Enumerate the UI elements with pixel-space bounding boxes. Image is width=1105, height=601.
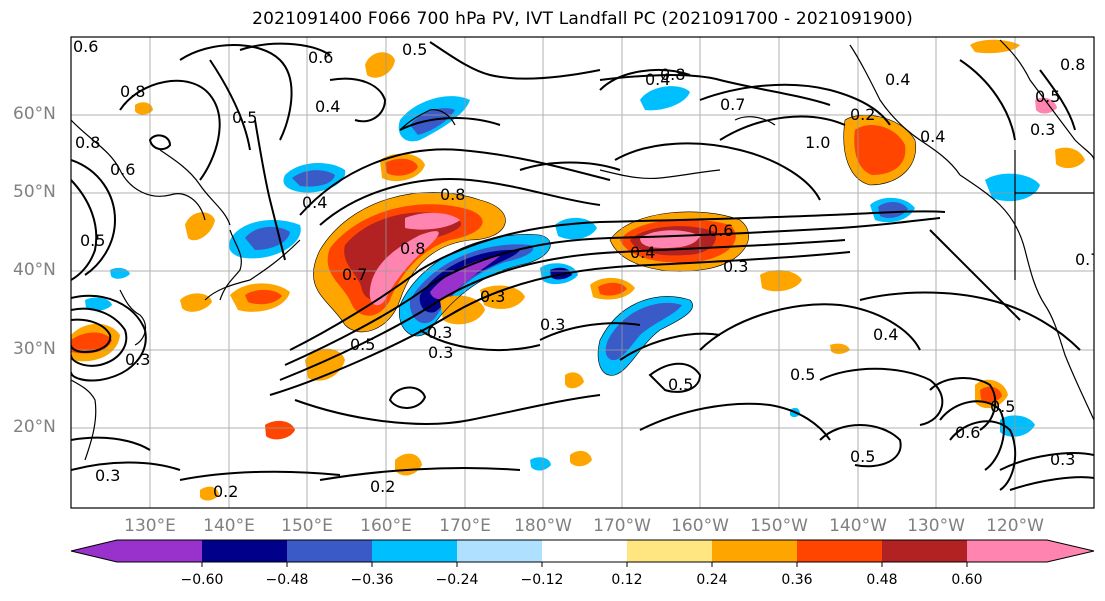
contour-label: 0.8 [75,133,100,152]
contour-label: 1.0 [805,133,830,152]
contour-label: 0.5 [402,40,427,59]
contour-label: 0.7 [342,265,367,284]
contour-label: 0.8 [400,239,425,258]
colorbar-tick-label: −0.24 [435,572,479,588]
colorbar-bin [457,540,542,562]
contour-labels: 0.6 0.5 0.8 0.4 0.5 0.8 0.6 0.4 0.5 0.8 … [73,37,1100,501]
contour-label: 0.6 [73,37,98,56]
contour-label: 0.5 [668,375,693,394]
colorbar-tick-label: 0.48 [866,572,898,588]
contour-label: 0.4 [302,193,327,212]
colorbar-bin [372,540,457,562]
contour-label: 0.8 [120,82,145,101]
map-frame [70,36,1095,509]
lat-label: 40°N [13,260,56,280]
colorbar-max-extend [1047,540,1094,562]
colorbar-tick-label: 0.60 [951,572,983,588]
lon-label: 170°W [593,516,651,536]
contour-label: 0.5 [790,365,815,384]
lat-label: 20°N [13,417,56,437]
contour-label: 0.8 [1060,55,1085,74]
colorbar-tick-label: 0.24 [696,572,728,588]
contour-label: 0.3 [723,257,748,276]
contour-label: 0.2 [370,477,395,496]
lat-label: 60°N [13,104,56,124]
colorbar-tick-label: 0.36 [781,572,813,588]
contour-label: 0.6 [308,48,333,67]
contour-label: 0.5 [80,231,105,250]
lon-label: 140°E [203,516,255,536]
contour-label: 0.5 [990,397,1015,416]
colorbar-bin [967,540,1047,562]
contour-label: 0.5 [850,447,875,466]
lon-label: 140°W [829,516,887,536]
contour-label: 0.3 [95,466,120,485]
contour-label: 0.4 [873,325,898,344]
colorbar-bin [117,540,202,562]
colorbar-min-extend [71,540,117,562]
contour-label: 0.8 [660,65,685,84]
colorbar-tick-label: −0.60 [180,572,224,588]
contour-label: 0.3 [1050,450,1075,469]
contour-label: 0.3 [125,350,150,369]
colorbar-bin [542,540,627,562]
contour-label: 0.4 [645,70,670,89]
contour-label: 0.6 [110,160,135,179]
lon-label: 170°E [439,516,491,536]
lat-label: 50°N [13,182,56,202]
contour-label: 0.7 [1075,250,1100,269]
lon-label: 120°W [986,516,1044,536]
lon-label: 130°E [124,516,176,536]
colorbar-tick-label: −0.12 [520,572,564,588]
contour-label: 0.5 [232,108,257,127]
ivt-contours [71,41,1094,491]
lat-label: 30°N [13,339,56,359]
colorbar-bin [627,540,712,562]
lon-label: 130°W [907,516,965,536]
colorbar-tick-label: −0.36 [350,572,394,588]
pv-shading [71,39,1085,501]
contour-label: 0.8 [440,185,465,204]
colorbar-bin [202,540,287,562]
contour-label: 0.5 [350,335,375,354]
contour-label: 0.2 [850,105,875,124]
lon-label: 160°W [671,516,729,536]
contour-label: 0.6 [708,221,733,240]
colorbar-bin [712,540,797,562]
contour-label: 0.4 [315,97,340,116]
lon-label: 180°W [514,516,572,536]
graticule [71,37,1094,508]
contour-label: 0.6 [955,423,980,442]
contour-label: 0.4 [885,70,910,89]
chart-title: 2021091400 F066 700 hPa PV, IVT Landfall… [252,9,913,29]
colorbar-bin [287,540,372,562]
contour-label: 0.3 [428,343,453,362]
lon-label: 150°E [281,516,333,536]
contour-label: 0.3 [427,323,452,342]
contour-label: 0.4 [920,127,945,146]
colorbar-bin [882,540,967,562]
colorbar-tick-label: −0.48 [265,572,309,588]
contour-label: 0.3 [540,315,565,334]
lon-label: 160°E [360,516,412,536]
colorbar-tick-label: 0.12 [611,572,643,588]
contour-label: 0.4 [630,243,655,262]
lon-label: 150°W [750,516,808,536]
colorbar [70,539,1095,567]
contour-label: 0.2 [213,482,238,501]
contour-label: 0.3 [480,287,505,306]
contour-label: 0.5 [1035,87,1060,106]
contour-label: 0.3 [1030,120,1055,139]
colorbar-bin [797,540,882,562]
contour-label: 0.7 [720,95,745,114]
